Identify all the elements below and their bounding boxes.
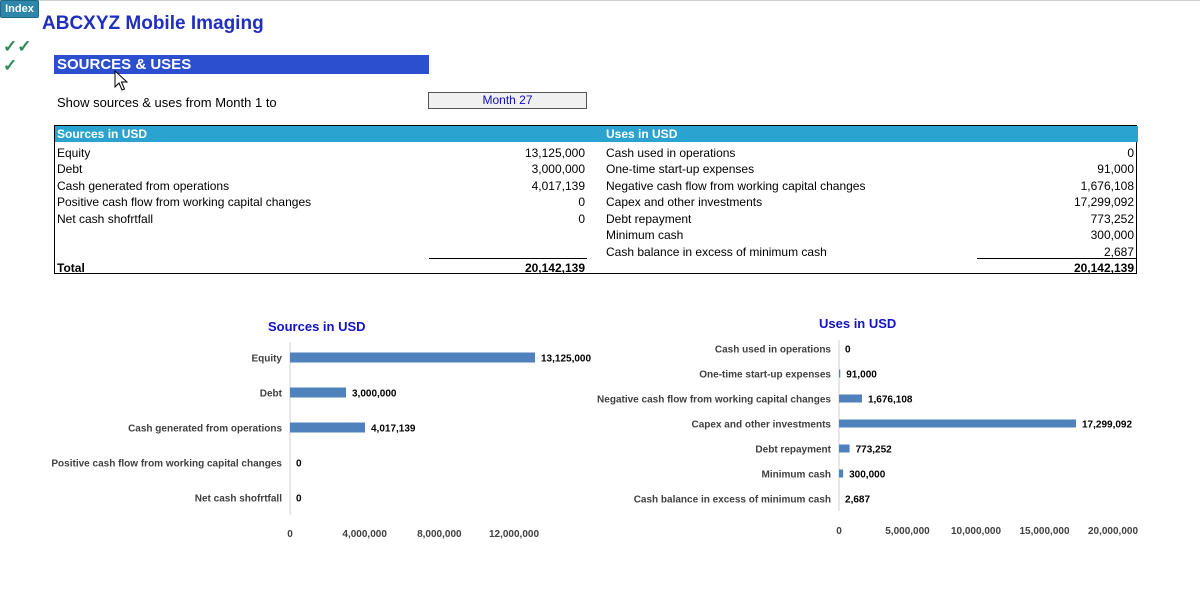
tick-label: 20,000,000 [1088,526,1138,537]
bar [290,422,365,433]
period-label: Show sources & uses from Month 1 to [57,95,277,110]
data-label: 3,000,000 [352,389,397,400]
category-label: Negative cash flow from working capital … [597,395,831,406]
category-label: Minimum cash [762,470,831,481]
app-title: ABCXYZ Mobile Imaging [42,13,264,34]
source-value: 4,017,139 [531,179,585,193]
source-label: Cash generated from operations [57,179,230,193]
checkmark-icon: ✓✓ [3,37,32,56]
total-label: Total [57,261,85,275]
bar [839,394,862,403]
category-label: Cash generated from operations [128,424,282,435]
use-value: 300,000 [1090,228,1134,242]
bar [290,352,535,363]
uses-chart-title: Uses in USD [819,316,897,331]
tick-label: 15,000,000 [1019,526,1069,537]
source-label: Equity [57,146,91,160]
data-label: 2,687 [845,495,870,506]
use-value: 2,687 [1103,245,1134,259]
uses-total-rule [977,258,1136,259]
bar [839,369,841,378]
sources-chart: Equity 13,125,000 Debt 3,000,000 Cash genera… [51,342,591,540]
use-value: 0 [1127,146,1134,160]
category-label: One-time start-up expenses [699,370,831,381]
use-label: Debt repayment [606,212,692,226]
category-label: Cash balance in excess of minimum cash [634,495,831,506]
data-label: 13,125,000 [541,354,591,365]
tick-label: 10,000,000 [951,526,1001,537]
tick-label: 4,000,000 [342,529,387,540]
category-label: Equity [251,354,282,365]
data-label: 773,252 [856,445,893,456]
bar [290,387,346,398]
tick-label: 8,000,000 [417,529,462,540]
category-label: Capex and other investments [692,420,832,431]
uses-chart: Cash used in operations 0 One-time start-u… [597,340,1138,537]
category-label: Cash used in operations [715,345,832,356]
bar [839,469,844,478]
month-select[interactable]: Month 27 [428,92,587,109]
data-label: 0 [296,459,302,470]
index-button[interactable]: Index [0,0,39,18]
section-banner: SOURCES & USES [54,55,429,74]
sources-total: 20,142,139 [524,261,585,275]
tick-label: 0 [287,529,293,540]
checkmark-icon: ✓ [3,56,18,75]
uses-total: 20,142,139 [1073,261,1134,275]
use-value: 773,252 [1090,212,1134,226]
use-value: 91,000 [1097,162,1134,176]
data-label: 17,299,092 [1082,420,1132,431]
source-label: Positive cash flow from working capital … [57,195,312,209]
data-label: 4,017,139 [371,424,416,435]
category-label: Positive cash flow from working capital … [51,459,282,470]
sources-total-rule [429,258,587,259]
use-label: Negative cash flow from working capital … [606,179,866,193]
tick-label: 0 [836,526,842,537]
tick-label: 12,000,000 [489,529,539,540]
source-label: Debt [57,162,83,176]
data-label: 91,000 [846,370,877,381]
category-label: Net cash shofrtfall [195,494,282,505]
top-border [0,0,1200,1]
bar [839,419,1076,428]
use-label: One-time start-up expenses [606,162,755,176]
source-label: Net cash shofrtfall [57,212,154,226]
sources-uses-table: Sources in USD Uses in USD Equity 13,125… [54,125,1138,275]
use-value: 1,676,108 [1080,179,1134,193]
bar [839,444,850,453]
sources-chart-title: Sources in USD [268,319,366,334]
uses-header: Uses in USD [604,126,1138,142]
use-label: Minimum cash [606,228,684,242]
tick-label: 5,000,000 [885,526,930,537]
use-label: Cash balance in excess of minimum cash [606,245,827,259]
use-value: 17,299,092 [1073,195,1134,209]
data-label: 300,000 [849,470,886,481]
sources-header: Sources in USD [55,126,606,142]
mouse-cursor-icon [114,70,129,91]
data-label: 0 [296,494,302,505]
source-value: 0 [578,195,585,209]
category-label: Debt repayment [755,445,831,456]
data-label: 0 [845,345,851,356]
use-label: Capex and other investments [606,195,763,209]
data-label: 1,676,108 [868,395,913,406]
source-value: 0 [578,212,585,226]
source-value: 13,125,000 [524,146,585,160]
source-value: 3,000,000 [531,162,585,176]
category-label: Debt [260,389,283,400]
use-label: Cash used in operations [606,146,736,160]
